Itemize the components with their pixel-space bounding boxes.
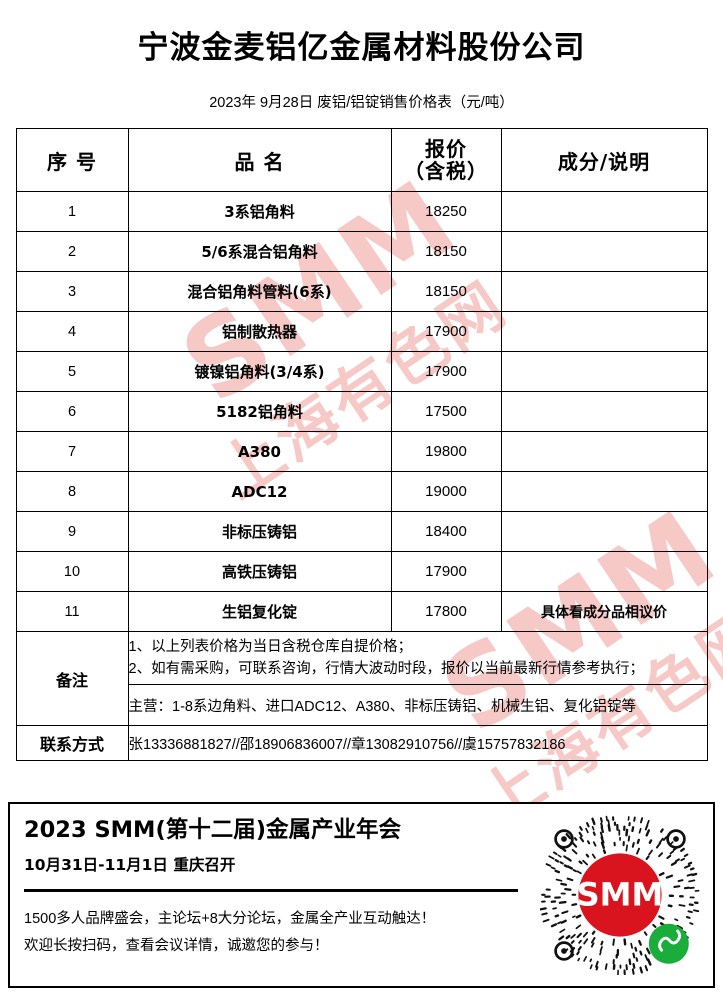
banner-text-block: 2023 SMM(第十二届)金属产业年会 10月31日-11月1日 重庆召开 1… [10, 804, 527, 986]
row-product-name: 镀镍铝角料(3/4系) [127, 351, 392, 392]
row-product-name: 铝制散热器 [127, 311, 392, 352]
row-index: 11 [15, 591, 129, 632]
row-price: 18150 [390, 231, 502, 272]
row-product-name: 高铁压铸铝 [127, 551, 392, 592]
table-row: 10 高铁压铸铝 17900 [15, 551, 708, 592]
row-index: 4 [15, 311, 129, 352]
table-row: 3 混合铝角料管料(6系) 18150 [15, 271, 708, 312]
smm-logo-circle [578, 853, 662, 937]
contact-row: 联系方式 张13336881827//邵18906836007//章130829… [15, 725, 708, 761]
row-price: 17900 [390, 351, 502, 392]
row-note [500, 391, 708, 432]
remarks-line-1: 1、以上列表价格为当日含税仓库自提价格； [128, 638, 413, 655]
header-index: 序 号 [15, 128, 129, 192]
banner-title: 2023 SMM(第十二届)金属产业年会 [24, 817, 402, 843]
row-price: 19800 [390, 431, 502, 472]
row-product-name: ADC12 [127, 471, 392, 512]
row-product-name: 3系铝角料 [127, 191, 392, 232]
row-price: 17800 [390, 591, 502, 632]
qr-corner-markers [554, 829, 686, 961]
table-row: 9 非标压铸铝 18400 [15, 511, 708, 552]
row-product-name: 混合铝角料管料(6系) [127, 271, 392, 312]
remarks-content: 1、以上列表价格为当日含税仓库自提价格； 2、如有需采购，可联系咨询，行情大波动… [127, 631, 708, 685]
row-price: 17500 [390, 391, 502, 432]
banner-divider [24, 888, 518, 892]
row-price: 18150 [390, 271, 502, 312]
table-row: 4 铝制散热器 17900 [15, 311, 708, 352]
row-note [500, 471, 708, 512]
row-index: 5 [15, 351, 129, 392]
header-price-line1: 报价 [425, 136, 467, 161]
table-row: 11 生铝复化锭 17800 具体看成分品相议价 [15, 591, 708, 632]
miniprogram-badge [648, 923, 689, 964]
remarks-line-2: 2、如有需采购，可联系咨询，行情大波动时段，报价以当前最新行情参考执行； [128, 661, 645, 677]
row-product-name: A380 [127, 431, 392, 472]
row-note [500, 271, 708, 312]
smm-logo-text: SMM [577, 875, 664, 913]
banner-body: 1500多人品牌盛会，主论坛+8大分论坛，金属全产业互动触达！ 欢迎长按扫码，查… [24, 892, 527, 960]
row-index: 9 [15, 511, 129, 552]
row-note [500, 231, 708, 272]
row-index: 10 [15, 551, 129, 592]
row-index: 6 [15, 391, 129, 432]
row-note [500, 551, 708, 592]
row-note: 具体看成分品相议价 [500, 591, 708, 632]
table-row: 1 3系铝角料 18250 [15, 191, 708, 232]
remarks-label: 备注 [15, 631, 129, 726]
conference-banner[interactable]: 2023 SMM(第十二届)金属产业年会 10月31日-11月1日 重庆召开 1… [8, 802, 715, 988]
row-note [500, 351, 708, 392]
row-price: 17900 [390, 311, 502, 352]
row-price: 19000 [390, 471, 502, 512]
table-row: 5 镀镍铝角料(3/4系) 17900 [15, 351, 708, 392]
header-price-line2: （含税） [404, 159, 488, 183]
contact-label: 联系方式 [15, 725, 129, 761]
row-price: 18250 [390, 191, 502, 232]
remarks-row-1: 备注 1、以上列表价格为当日含税仓库自提价格； 2、如有需采购，可联系咨询，行情… [15, 631, 708, 726]
qr-code-wrapper[interactable]: SMM [527, 804, 713, 986]
table-row: 6 5182铝角料 17500 [15, 391, 708, 432]
header-name: 品 名 [127, 128, 392, 192]
row-index: 8 [15, 471, 129, 512]
page-title: 宁波金麦铝亿金属材料股份公司 [137, 30, 586, 66]
row-price: 17900 [390, 551, 502, 592]
row-index: 1 [15, 191, 129, 232]
remarks-row-2: 主营：1-8系边角料、进口ADC12、A380、非标压铸铝、机械生铝、复化铝锭等 [16, 684, 708, 726]
row-price: 18400 [390, 511, 502, 552]
table-row: 7 A380 19800 [15, 431, 708, 472]
banner-body-line-1: 1500多人品牌盛会，主论坛+8大分论坛，金属全产业互动触达！ [24, 910, 436, 927]
row-note [500, 311, 708, 352]
main-business: 主营：1-8系边角料、进口ADC12、A380、非标压铸铝、机械生铝、复化铝锭等 [127, 684, 708, 726]
row-index: 2 [15, 231, 129, 272]
row-product-name: 5182铝角料 [127, 391, 392, 432]
wechat-miniprogram-qr-code-icon[interactable]: SMM [540, 815, 700, 975]
table-header-row: 序 号 品 名 报价 （含税） 成分/说明 [15, 128, 708, 192]
table-row: 8 ADC12 19000 [15, 471, 708, 512]
header-note: 成分/说明 [500, 128, 708, 192]
row-product-name: 生铝复化锭 [127, 591, 392, 632]
row-note [500, 431, 708, 472]
row-note [500, 191, 708, 232]
banner-date: 10月31日-11月1日 重庆召开 [24, 855, 236, 874]
row-note [500, 511, 708, 552]
row-index: 7 [15, 431, 129, 472]
price-table: 序 号 品 名 报价 （含税） 成分/说明 1 3系铝角料 18250 2 5/6系混合… [15, 128, 708, 761]
contact-value: 张13336881827//邵18906836007//章13082910756… [127, 725, 708, 761]
miniprogram-glyph-icon [658, 929, 682, 952]
row-product-name: 非标压铸铝 [127, 511, 392, 552]
row-index: 3 [15, 271, 129, 312]
banner-body-line-2: 欢迎长按扫码，查看会议详情，诚邀您的参与！ [24, 937, 329, 954]
document-body: 宁波金麦铝亿金属材料股份公司 2023年 9月28日 废铝/铝锭销售价格表（元/… [15, 30, 708, 761]
header-price: 报价 （含税） [390, 128, 502, 192]
table-row: 2 5/6系混合铝角料 18150 [15, 231, 708, 272]
page-subtitle: 2023年 9月28日 废铝/铝锭销售价格表（元/吨） [209, 95, 514, 111]
row-product-name: 5/6系混合铝角料 [127, 231, 392, 272]
